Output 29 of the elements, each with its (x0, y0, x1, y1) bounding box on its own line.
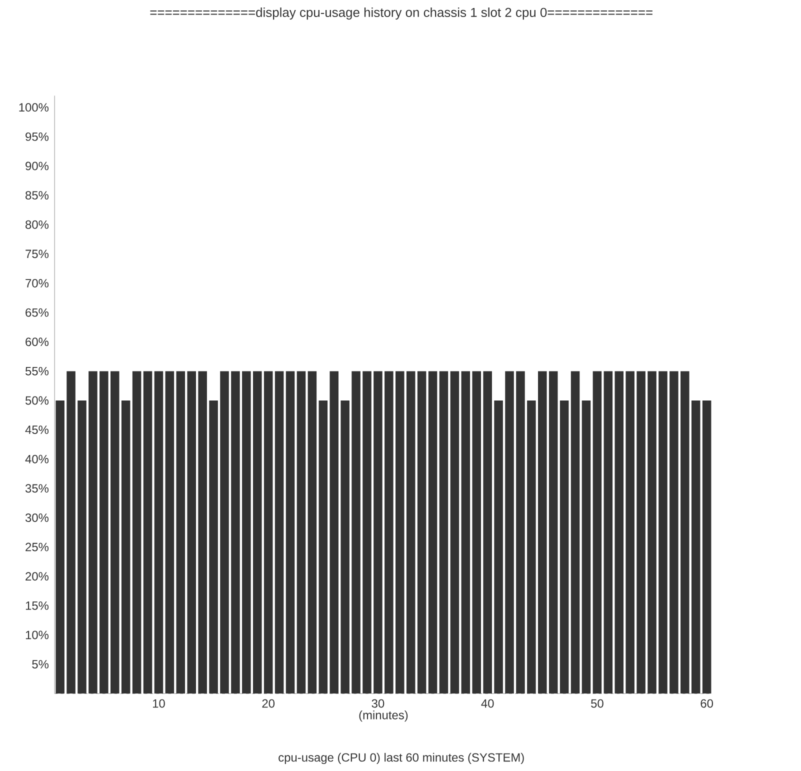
x-tick-label: 50 (591, 699, 604, 708)
y-tick-label: 80% (26, 220, 49, 229)
y-tick-label: 60% (26, 337, 49, 346)
x-tick-label: 10 (152, 699, 165, 708)
y-tick-label: 100% (19, 103, 49, 112)
y-tick-label: 70% (26, 278, 49, 288)
y-tick-label: 50% (25, 396, 49, 405)
y-tick-label: 95% (26, 132, 49, 141)
x-tick-label: 60 (700, 699, 714, 708)
y-tick-label: 75% (26, 250, 49, 258)
y-tick-label: 15% (26, 601, 49, 610)
y-tick-label: 90% (26, 162, 49, 170)
x-axis-title: (minutes) (359, 710, 408, 722)
y-tick-label: 5% (32, 660, 49, 668)
y-tick-label: 85% (26, 190, 49, 200)
y-tick-label: 40% (25, 454, 49, 464)
text: cpu-usage (CPU 0) last 60 minutes (SYSTEM) (278, 752, 524, 764)
y-tick-label: 25% (26, 542, 49, 552)
x-tick-label: 40 (481, 699, 494, 708)
y-tick-label: 30% (25, 513, 49, 522)
x-tick-label: 20 (262, 699, 275, 708)
chart-title: ==============display cpu-usage history on chassis 1 slot 2 cpu 0============== (150, 7, 652, 20)
y-tick-label: 20% (26, 572, 49, 580)
y-tick-label: 45% (25, 425, 49, 434)
y-tick-label: 55% (25, 366, 49, 376)
y-tick-label: 10% (26, 630, 49, 640)
x-tick-label: 30 (372, 699, 384, 708)
y-tick-label: 35% (25, 484, 49, 492)
y-tick-label: 65% (26, 308, 49, 317)
